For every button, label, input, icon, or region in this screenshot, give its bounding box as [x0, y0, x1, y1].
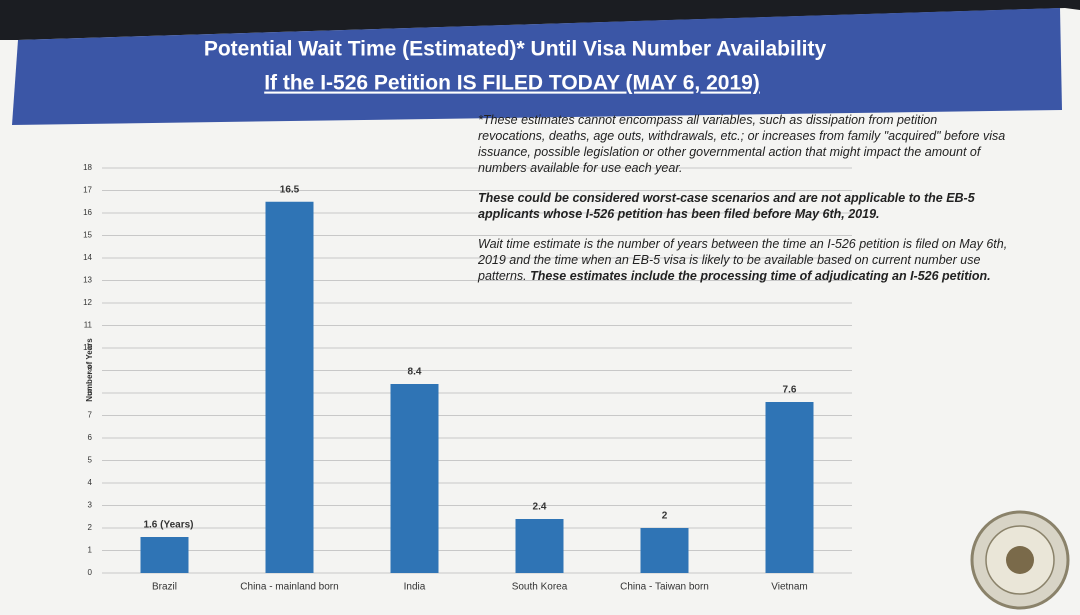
- y-tick-label: 16: [83, 208, 92, 217]
- header-band: [12, 8, 1062, 125]
- y-tick-label: 6: [88, 433, 93, 442]
- note: Wait time estimate is the number of year…: [478, 236, 1008, 284]
- seal: [970, 510, 1070, 610]
- y-tick-label: 3: [88, 501, 93, 510]
- y-tick-label: 7: [88, 411, 93, 420]
- value-label: 2: [662, 511, 668, 522]
- bar: [515, 519, 564, 573]
- bar: [390, 384, 439, 573]
- y-tick-label: 4: [88, 478, 93, 487]
- value-label: 8.4: [408, 367, 422, 378]
- y-tick-label: 12: [83, 298, 92, 307]
- y-tick-label: 9: [88, 366, 93, 375]
- x-tick-label: India: [404, 582, 426, 593]
- x-tick-label: China - mainland born: [240, 582, 338, 593]
- note-text: These estimates include the processing t…: [530, 269, 991, 283]
- note-text: *These estimates cannot encompass all va…: [478, 113, 1006, 175]
- bar: [640, 528, 689, 573]
- bar: [140, 537, 189, 573]
- x-tick-label: China - Taiwan born: [620, 582, 709, 593]
- value-label: 2.4: [533, 502, 547, 513]
- y-tick-label: 8: [88, 388, 93, 397]
- y-tick-label: 15: [83, 231, 92, 240]
- y-tick-label: 5: [88, 456, 93, 465]
- y-tick-label: 14: [83, 253, 92, 262]
- y-tick-label: 18: [83, 163, 92, 172]
- bar: [265, 201, 314, 573]
- y-tick-label: 13: [83, 276, 92, 285]
- note-text: Wait time estimate is the number of year…: [478, 237, 1008, 267]
- chart-title: Potential Wait Time (Estimated)* Until V…: [204, 38, 827, 61]
- y-tick-label: 2: [88, 523, 93, 532]
- y-tick-label: 1: [88, 546, 93, 555]
- value-label: 16.5: [280, 184, 300, 195]
- y-tick-label: 11: [84, 321, 93, 330]
- y-tick-label: 10: [83, 343, 92, 352]
- x-tick-label: South Korea: [512, 582, 568, 593]
- y-axis-label: Number of Years: [85, 338, 94, 402]
- note-text: These could be considered worst-case sce…: [478, 191, 975, 221]
- note: *These estimates cannot encompass all va…: [478, 112, 1008, 176]
- y-tick-label: 0: [88, 568, 93, 577]
- bar: [765, 402, 814, 573]
- note-text: based on current number use patterns.: [478, 253, 981, 283]
- note: These could be considered worst-case sce…: [478, 190, 1008, 222]
- x-tick-label: Brazil: [152, 582, 177, 593]
- chart-subtitle: If the I-526 Petition IS FILED TODAY (MA…: [264, 72, 760, 95]
- y-tick-label: 17: [83, 186, 92, 195]
- x-tick-label: Vietnam: [771, 582, 808, 593]
- value-label: 7.6: [783, 385, 797, 396]
- notes: *These estimates cannot encompass all va…: [478, 112, 1008, 298]
- value-label: 1.6 (Years): [143, 520, 193, 531]
